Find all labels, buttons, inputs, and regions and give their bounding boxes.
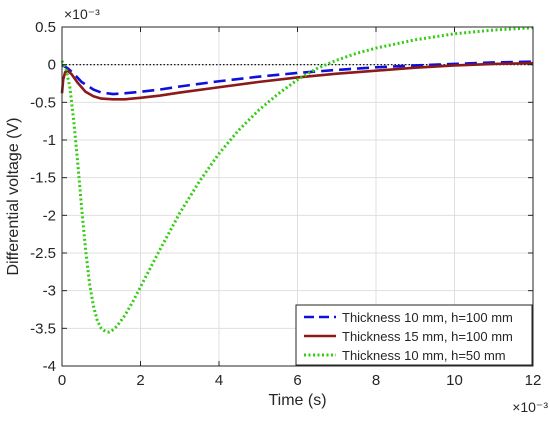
y-tick-label-0: -4 <box>43 358 56 375</box>
y-tick-label-8: 0 <box>48 57 56 74</box>
x-tick-label-0: 0 <box>58 372 66 389</box>
y-tick-label-3: -2.5 <box>30 245 56 262</box>
x-tick-label-2: 4 <box>215 372 223 389</box>
series-layer <box>60 26 534 334</box>
y-axis-label: Differential voltage (V) <box>5 118 22 276</box>
y-tick-label-6: -1 <box>43 132 56 149</box>
x-tick-label-3: 6 <box>293 372 301 389</box>
y-tick-label-7: -0.5 <box>30 94 56 111</box>
x-tick-label-5: 10 <box>446 372 463 389</box>
y-tick-label-9: 0.5 <box>35 19 56 36</box>
tick-layer: 0 2 4 6 8 10 12 -4 -3.5 -3 -2.5 -2 -1.5 -1 -0.5 0 0.5 <box>30 19 541 389</box>
y-tick-label-4: -2 <box>43 207 56 224</box>
y-tick-label-5: -1.5 <box>30 170 56 187</box>
y-tick-label-1: -3.5 <box>30 320 56 337</box>
legend-label-thickness-15-mm-h-100-mm: Thickness 15 mm, h=100 mm <box>342 329 513 344</box>
x-axis-label: Time (s) <box>268 392 326 409</box>
x-tick-label-1: 2 <box>136 372 144 389</box>
y-exponent-label: ×10⁻³ <box>64 6 100 22</box>
x-tick-label-4: 8 <box>372 372 380 389</box>
legend: Thickness 10 mm, h=100 mm Thickness 15 mm… <box>295 304 533 366</box>
series-line-thickness-10-mm-h-100-mm <box>61 60 534 96</box>
x-tick-label-6: 12 <box>525 372 542 389</box>
y-tick-label-2: -3 <box>43 283 56 300</box>
series-line-thickness-15-mm-h-100-mm <box>60 61 534 101</box>
legend-label-thickness-10-mm-h-50-mm: Thickness 10 mm, h=50 mm <box>342 348 506 363</box>
x-exponent-label: ×10⁻³ <box>512 399 548 415</box>
legend-label-thickness-10-mm-h-100-mm: Thickness 10 mm, h=100 mm <box>342 310 513 325</box>
